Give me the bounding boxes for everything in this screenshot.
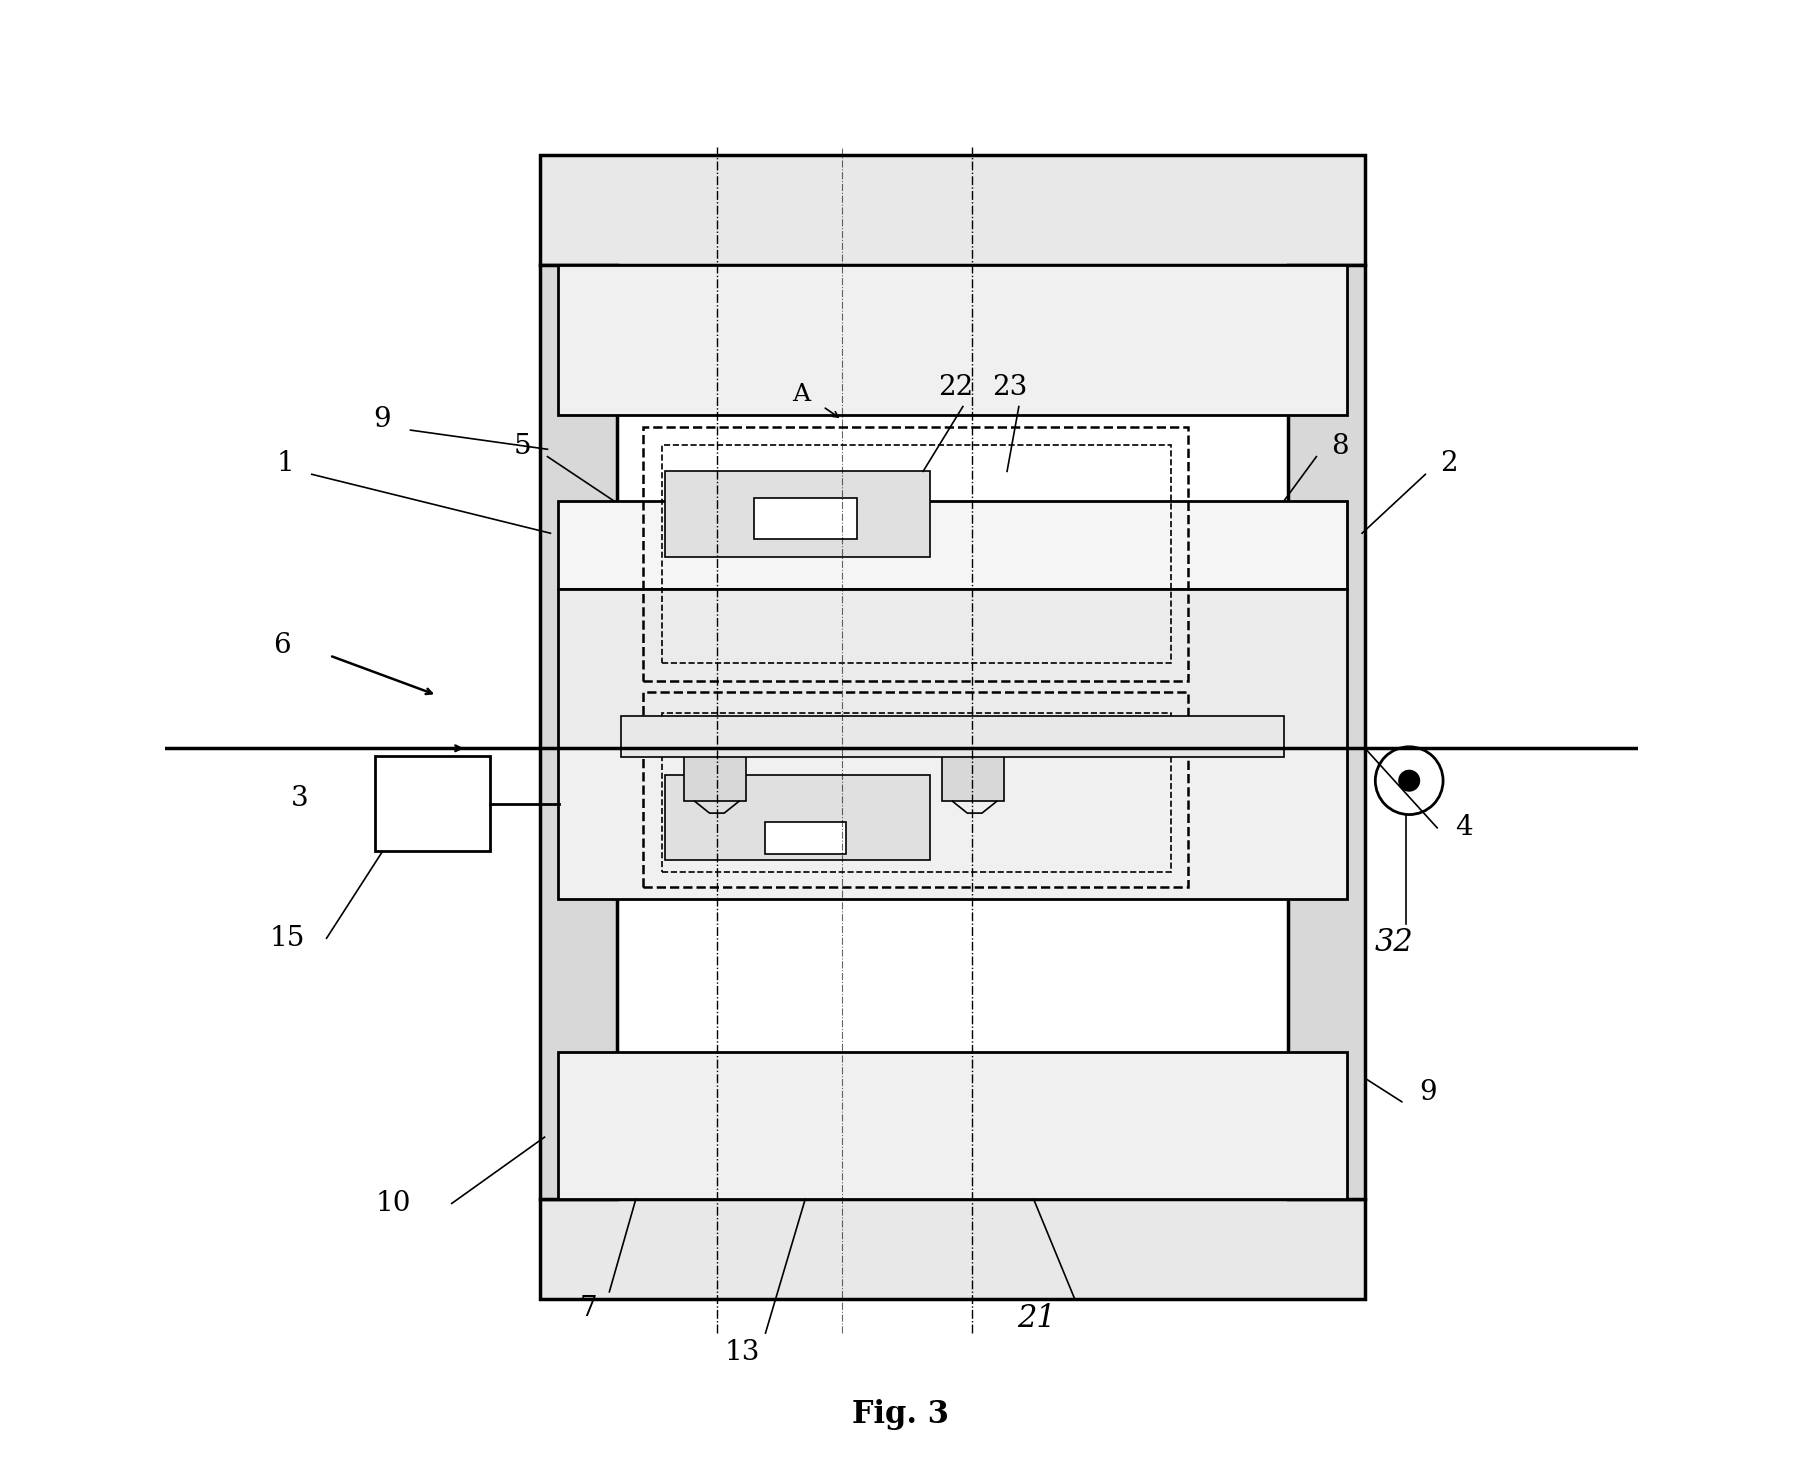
Bar — [559, 1052, 1348, 1199]
Text: 7: 7 — [580, 1295, 598, 1321]
Text: 15: 15 — [268, 925, 305, 952]
Text: 5: 5 — [514, 433, 532, 460]
Text: 4: 4 — [1454, 815, 1472, 841]
Text: 9: 9 — [373, 407, 391, 433]
Bar — [685, 728, 746, 801]
Text: 21: 21 — [1016, 1302, 1056, 1335]
Text: 23: 23 — [993, 374, 1027, 401]
Text: 3: 3 — [292, 785, 308, 812]
Bar — [942, 728, 1004, 801]
Text: 22: 22 — [937, 374, 973, 401]
Bar — [559, 589, 1348, 748]
Bar — [766, 822, 847, 854]
Bar — [665, 471, 930, 557]
Bar — [663, 445, 1171, 663]
Text: 8: 8 — [1332, 433, 1348, 460]
Text: 10: 10 — [375, 1190, 411, 1217]
Bar — [559, 748, 1348, 899]
Bar — [559, 501, 1348, 589]
Text: Fig. 3: Fig. 3 — [852, 1398, 950, 1430]
Text: 1: 1 — [276, 451, 294, 477]
Bar — [375, 756, 490, 851]
Bar — [622, 716, 1285, 757]
Bar — [753, 498, 856, 539]
Bar — [541, 1199, 1364, 1299]
Bar — [663, 713, 1171, 872]
Bar — [1288, 265, 1364, 1199]
Bar — [665, 775, 930, 860]
Bar — [541, 155, 1364, 265]
Text: 13: 13 — [724, 1339, 760, 1365]
Circle shape — [1398, 770, 1420, 791]
Text: 6: 6 — [274, 632, 292, 658]
Text: 32: 32 — [1375, 927, 1415, 959]
Text: 9: 9 — [1420, 1080, 1438, 1106]
Text: 2: 2 — [1440, 451, 1458, 477]
Bar — [559, 265, 1348, 415]
Bar — [643, 692, 1188, 887]
Bar — [643, 427, 1188, 681]
Text: A: A — [791, 383, 809, 407]
Bar — [541, 265, 616, 1199]
